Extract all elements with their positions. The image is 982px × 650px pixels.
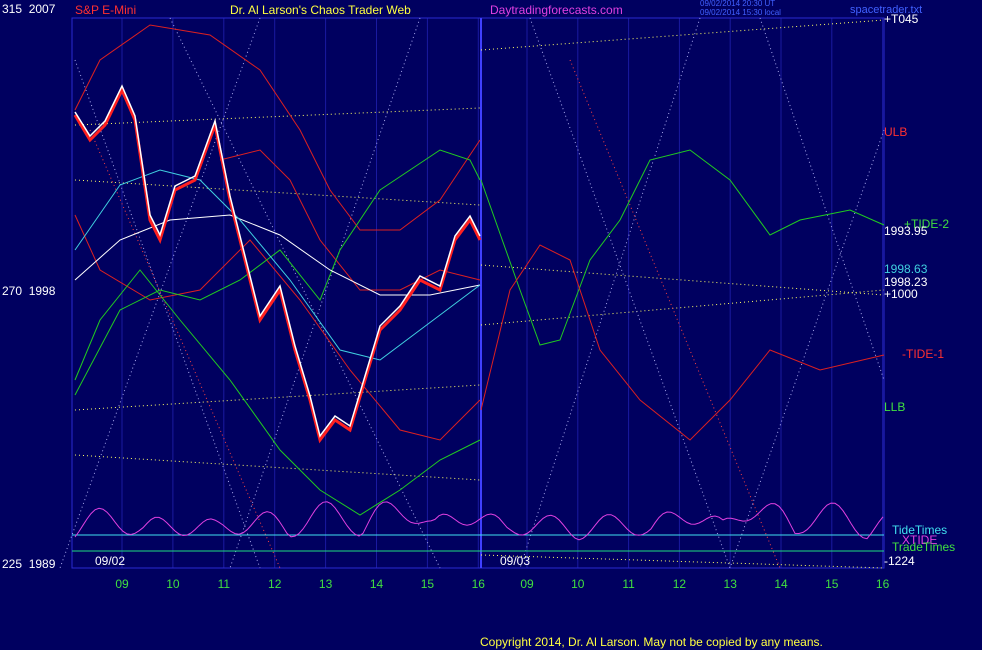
indicator-lines [72,24,885,552]
date: 09/02 [95,554,125,568]
right-label: XTIDE [902,533,937,547]
hour-labels: 09 10 11 12 13 14 15 16 09 10 11 12 13 14 15 16 [115,577,889,591]
y-label: 315 2007 [2,2,56,16]
x-tick-label: 10 [166,577,180,591]
time-local: 09/02/2014 15:30 local [700,8,781,17]
right-label: 1998.63 [884,262,928,276]
time-ut: 09/02/2014 20:30 UT [700,0,775,8]
x-tick-label: 12 [673,577,687,591]
file: spacetrader.txt [850,4,922,16]
projection-lines [59,17,885,569]
x-tick-label: 10 [571,577,585,591]
y-label: 225 1989 [2,557,56,571]
right-label: 1998.23 [884,275,928,289]
right-label: -TIDE-1 [902,347,944,361]
x-tick-label: 16 [876,577,890,591]
x-tick-label: 14 [774,577,788,591]
right-label: +1000 [884,287,918,301]
x-tick-label: 15 [421,577,435,591]
right-label: -1224 [884,554,915,568]
x-tick-label: 09 [115,577,129,591]
right-label: 1993.95 [884,224,928,238]
x-tick-label: 16 [472,577,486,591]
x-tick-label: 13 [319,577,333,591]
title: Dr. Al Larson's Chaos Trader Web [230,3,411,17]
grid [121,18,884,568]
x-tick-label: 13 [724,577,738,591]
labels: 315 2007 270 1998 225 1989 S&P E-Mini Dr… [2,0,955,649]
right-label: TideTimes [892,523,947,537]
right-label: +TIDE-2 [904,217,949,231]
y-label: 270 1998 [2,284,56,298]
x-tick-label: 11 [622,577,635,591]
symbol: S&P E-Mini [75,3,136,17]
copyright: Copyright 2014, Dr. Al Larson. May not b… [480,635,823,649]
x-tick-label: 09 [520,577,534,591]
right-label: TradeTimes [892,540,955,554]
site: Daytradingforecasts.com [490,3,623,17]
date: 09/03 [500,554,530,568]
right-label: LLB [884,400,905,414]
x-tick-label: 15 [825,577,839,591]
x-tick-label: 12 [268,577,282,591]
x-tick-label: 11 [218,577,231,591]
right-label: ULB [884,125,907,139]
plot-frame [71,17,885,569]
x-tick-label: 14 [370,577,384,591]
right-label: +T045 [884,12,919,26]
